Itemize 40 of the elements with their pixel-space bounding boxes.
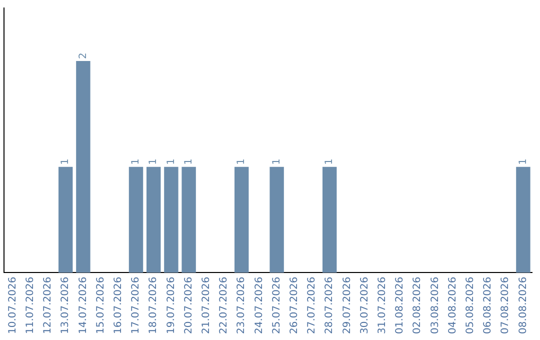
x-tick-label: 08.08.2026 bbox=[518, 276, 529, 334]
x-tick-label: 22.07.2026 bbox=[218, 276, 230, 334]
x-tick-label: 18.07.2026 bbox=[148, 276, 160, 334]
x-tick-label: 17.07.2026 bbox=[130, 276, 142, 334]
x-tick-label: 21.07.2026 bbox=[200, 276, 212, 334]
x-tick-label: 26.07.2026 bbox=[288, 276, 300, 334]
x-tick-label: 05.08.2026 bbox=[464, 276, 476, 334]
data-label: 1 bbox=[236, 158, 248, 165]
x-tick-label: 24.07.2026 bbox=[254, 276, 265, 334]
data-label: 1 bbox=[271, 158, 282, 165]
x-tick-label: 27.07.2026 bbox=[306, 276, 318, 334]
data-label: 2 bbox=[78, 52, 89, 59]
x-tick-label: 15.07.2026 bbox=[95, 276, 106, 334]
data-label: 1 bbox=[324, 158, 336, 165]
data-label: 1 bbox=[518, 158, 529, 165]
x-tick-label: 06.08.2026 bbox=[482, 276, 494, 334]
x-tick-label: 25.07.2026 bbox=[271, 276, 282, 334]
x-tick-label: 07.08.2026 bbox=[500, 276, 512, 334]
x-tick-label: 03.08.2026 bbox=[430, 276, 441, 334]
x-tick-label: 29.07.2026 bbox=[342, 276, 353, 334]
x-tick-label: 04.08.2026 bbox=[447, 276, 458, 334]
x-tick-label: 23.07.2026 bbox=[236, 276, 248, 334]
x-tick-label: 16.07.2026 bbox=[112, 276, 124, 334]
x-tick-label: 31.07.2026 bbox=[376, 276, 388, 334]
x-tick-label: 12.07.2026 bbox=[42, 276, 54, 334]
x-tick-label: 20.07.2026 bbox=[183, 276, 194, 334]
data-label: 1 bbox=[166, 158, 177, 165]
x-tick-label: 30.07.2026 bbox=[359, 276, 370, 334]
x-tick-label: 02.08.2026 bbox=[412, 276, 424, 334]
x-tick-label: 10.07.2026 bbox=[7, 276, 18, 334]
x-tick-label: 14.07.2026 bbox=[78, 276, 89, 334]
data-label: 1 bbox=[183, 158, 194, 165]
data-label: 1 bbox=[148, 158, 160, 165]
x-tick-label: 11.07.2026 bbox=[24, 276, 36, 334]
data-label: 1 bbox=[60, 158, 72, 165]
x-tick-label: 13.07.2026 bbox=[60, 276, 72, 334]
x-tick-label: 01.08.2026 bbox=[394, 276, 406, 334]
data-label: 1 bbox=[130, 158, 142, 165]
x-tick-label: 19.07.2026 bbox=[166, 276, 177, 334]
x-tick-label: 28.07.2026 bbox=[324, 276, 336, 334]
